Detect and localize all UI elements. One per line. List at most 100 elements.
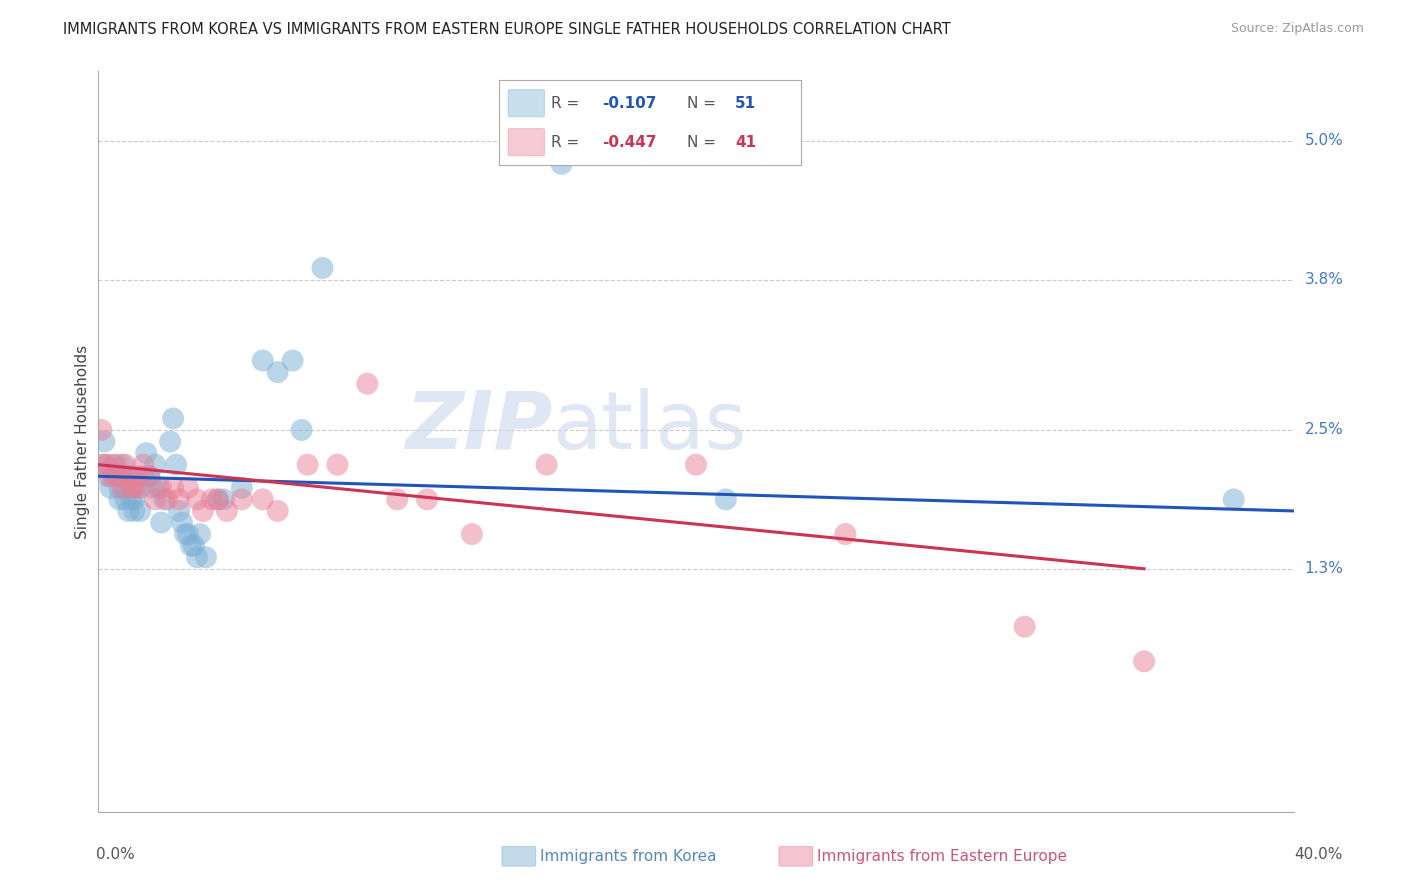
Point [416, 492, 439, 507]
Point [195, 550, 218, 565]
Point [93, 458, 115, 472]
Point [150, 516, 173, 530]
Point [114, 492, 136, 507]
Text: 41: 41 [735, 135, 756, 150]
Point [186, 492, 208, 507]
Text: 3.8%: 3.8% [1305, 272, 1344, 287]
Point [111, 481, 134, 495]
Text: ZIP: ZIP [405, 388, 553, 466]
Point [117, 469, 139, 483]
Point [117, 504, 139, 518]
Point [207, 492, 229, 507]
Text: Immigrants from Eastern Europe: Immigrants from Eastern Europe [817, 849, 1067, 863]
Point [124, 481, 146, 495]
Point [90, 423, 112, 437]
Text: atlas: atlas [553, 388, 747, 466]
Y-axis label: Single Father Households: Single Father Households [75, 344, 90, 539]
Point [98, 481, 122, 495]
Text: 40.0%: 40.0% [1295, 847, 1343, 862]
Point [267, 365, 290, 379]
Text: N =: N = [686, 135, 720, 150]
Point [177, 527, 200, 541]
Point [108, 481, 131, 495]
Point [143, 492, 166, 507]
Point [461, 527, 484, 541]
Point [215, 504, 238, 518]
Point [117, 469, 139, 483]
Point [267, 504, 290, 518]
Point [167, 492, 190, 507]
Point [111, 458, 134, 472]
Point [114, 481, 136, 495]
Text: -0.447: -0.447 [602, 135, 657, 150]
Point [1223, 492, 1246, 507]
Point [129, 504, 152, 518]
Point [159, 434, 181, 449]
Point [141, 481, 163, 495]
Point [191, 504, 214, 518]
Point [311, 260, 333, 275]
Point [162, 411, 184, 425]
Point [111, 469, 134, 483]
Point [132, 469, 155, 483]
Point [177, 481, 200, 495]
Text: 5.0%: 5.0% [1305, 133, 1343, 148]
Point [172, 516, 194, 530]
Text: R =: R = [551, 135, 583, 150]
Point [536, 458, 558, 472]
Point [108, 492, 131, 507]
Text: -0.107: -0.107 [602, 95, 657, 111]
Point [231, 481, 253, 495]
Point [834, 527, 856, 541]
Point [124, 504, 146, 518]
Point [120, 492, 142, 507]
Point [252, 492, 274, 507]
Text: R =: R = [551, 95, 583, 111]
Point [550, 157, 572, 171]
Point [129, 481, 152, 495]
Point [93, 434, 115, 449]
FancyBboxPatch shape [508, 89, 544, 117]
Point [135, 446, 157, 460]
Point [1014, 619, 1036, 633]
Text: 1.3%: 1.3% [1305, 561, 1344, 576]
Point [356, 376, 378, 391]
Point [326, 458, 349, 472]
Point [153, 492, 176, 507]
Text: 0.0%: 0.0% [96, 847, 135, 862]
Point [165, 458, 187, 472]
Point [114, 458, 136, 472]
Point [231, 492, 253, 507]
Point [96, 469, 118, 483]
Point [120, 481, 142, 495]
Point [1133, 654, 1156, 668]
Point [252, 353, 274, 368]
Point [132, 458, 155, 472]
Point [108, 469, 131, 483]
Text: Immigrants from Korea: Immigrants from Korea [540, 849, 717, 863]
Point [127, 469, 149, 483]
Point [167, 504, 190, 518]
Point [212, 492, 235, 507]
Point [385, 492, 409, 507]
Point [174, 527, 197, 541]
Text: Source: ZipAtlas.com: Source: ZipAtlas.com [1230, 22, 1364, 36]
Point [138, 469, 160, 483]
Point [714, 492, 737, 507]
Point [143, 458, 166, 472]
Point [103, 458, 125, 472]
Text: N =: N = [686, 95, 720, 111]
Point [188, 527, 211, 541]
Point [105, 469, 128, 483]
Point [98, 469, 122, 483]
Point [96, 458, 118, 472]
Point [103, 469, 125, 483]
Point [120, 481, 142, 495]
Point [207, 492, 229, 507]
Point [124, 492, 146, 507]
Point [127, 481, 149, 495]
Point [297, 458, 319, 472]
FancyBboxPatch shape [508, 128, 544, 156]
Point [685, 458, 707, 472]
Point [291, 423, 314, 437]
